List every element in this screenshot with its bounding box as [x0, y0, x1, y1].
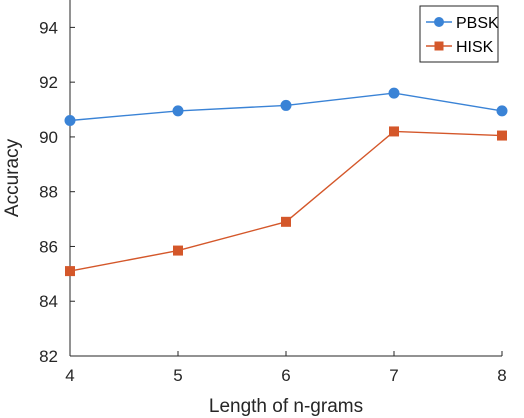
x-tick-label: 6 — [281, 366, 290, 385]
legend: PBSK HISK — [419, 5, 499, 63]
legend-item-pbsk: PBSK — [426, 15, 499, 32]
data-point-hisk — [389, 126, 399, 137]
legend-label-pbsk: PBSK — [456, 15, 499, 32]
y-tick-label: 86 — [39, 237, 58, 256]
x-tick-label: 4 — [65, 366, 74, 385]
x-tick-label: 8 — [497, 366, 506, 385]
data-point-hisk — [173, 245, 183, 256]
y-tick-label: 82 — [39, 347, 58, 366]
x-axis-label: Length of n-grams — [209, 396, 363, 417]
series-pbsk — [64, 87, 508, 126]
data-point-pbsk — [388, 87, 400, 99]
series-hisk — [65, 126, 507, 277]
y-tick-label: 84 — [39, 292, 58, 311]
y-tick-label: 94 — [39, 18, 58, 37]
data-point-hisk — [281, 216, 291, 227]
y-tick-label: 92 — [39, 73, 58, 92]
y-axis-label: Accuracy — [2, 138, 23, 217]
legend-item-hisk: HISK — [426, 39, 494, 56]
data-point-pbsk — [280, 99, 292, 111]
legend-marker-hisk — [434, 41, 444, 51]
y-ticks: 82 84 86 88 90 92 94 — [39, 18, 75, 366]
x-tick-label: 5 — [173, 366, 182, 385]
data-point-pbsk — [172, 105, 184, 117]
series-line-hisk — [69, 130, 503, 272]
series-layer — [64, 87, 508, 277]
x-ticks: 4 5 6 7 8 — [65, 351, 507, 385]
legend-box — [419, 5, 499, 63]
data-point-pbsk — [64, 114, 76, 126]
legend-label-hisk: HISK — [456, 39, 494, 56]
legend-marker-pbsk — [434, 17, 444, 27]
y-tick-label: 88 — [39, 183, 58, 202]
y-tick-label: 90 — [39, 128, 58, 147]
data-point-hisk — [65, 266, 75, 277]
data-point-hisk — [497, 130, 507, 141]
x-tick-label: 7 — [389, 366, 398, 385]
data-point-pbsk — [496, 105, 508, 117]
